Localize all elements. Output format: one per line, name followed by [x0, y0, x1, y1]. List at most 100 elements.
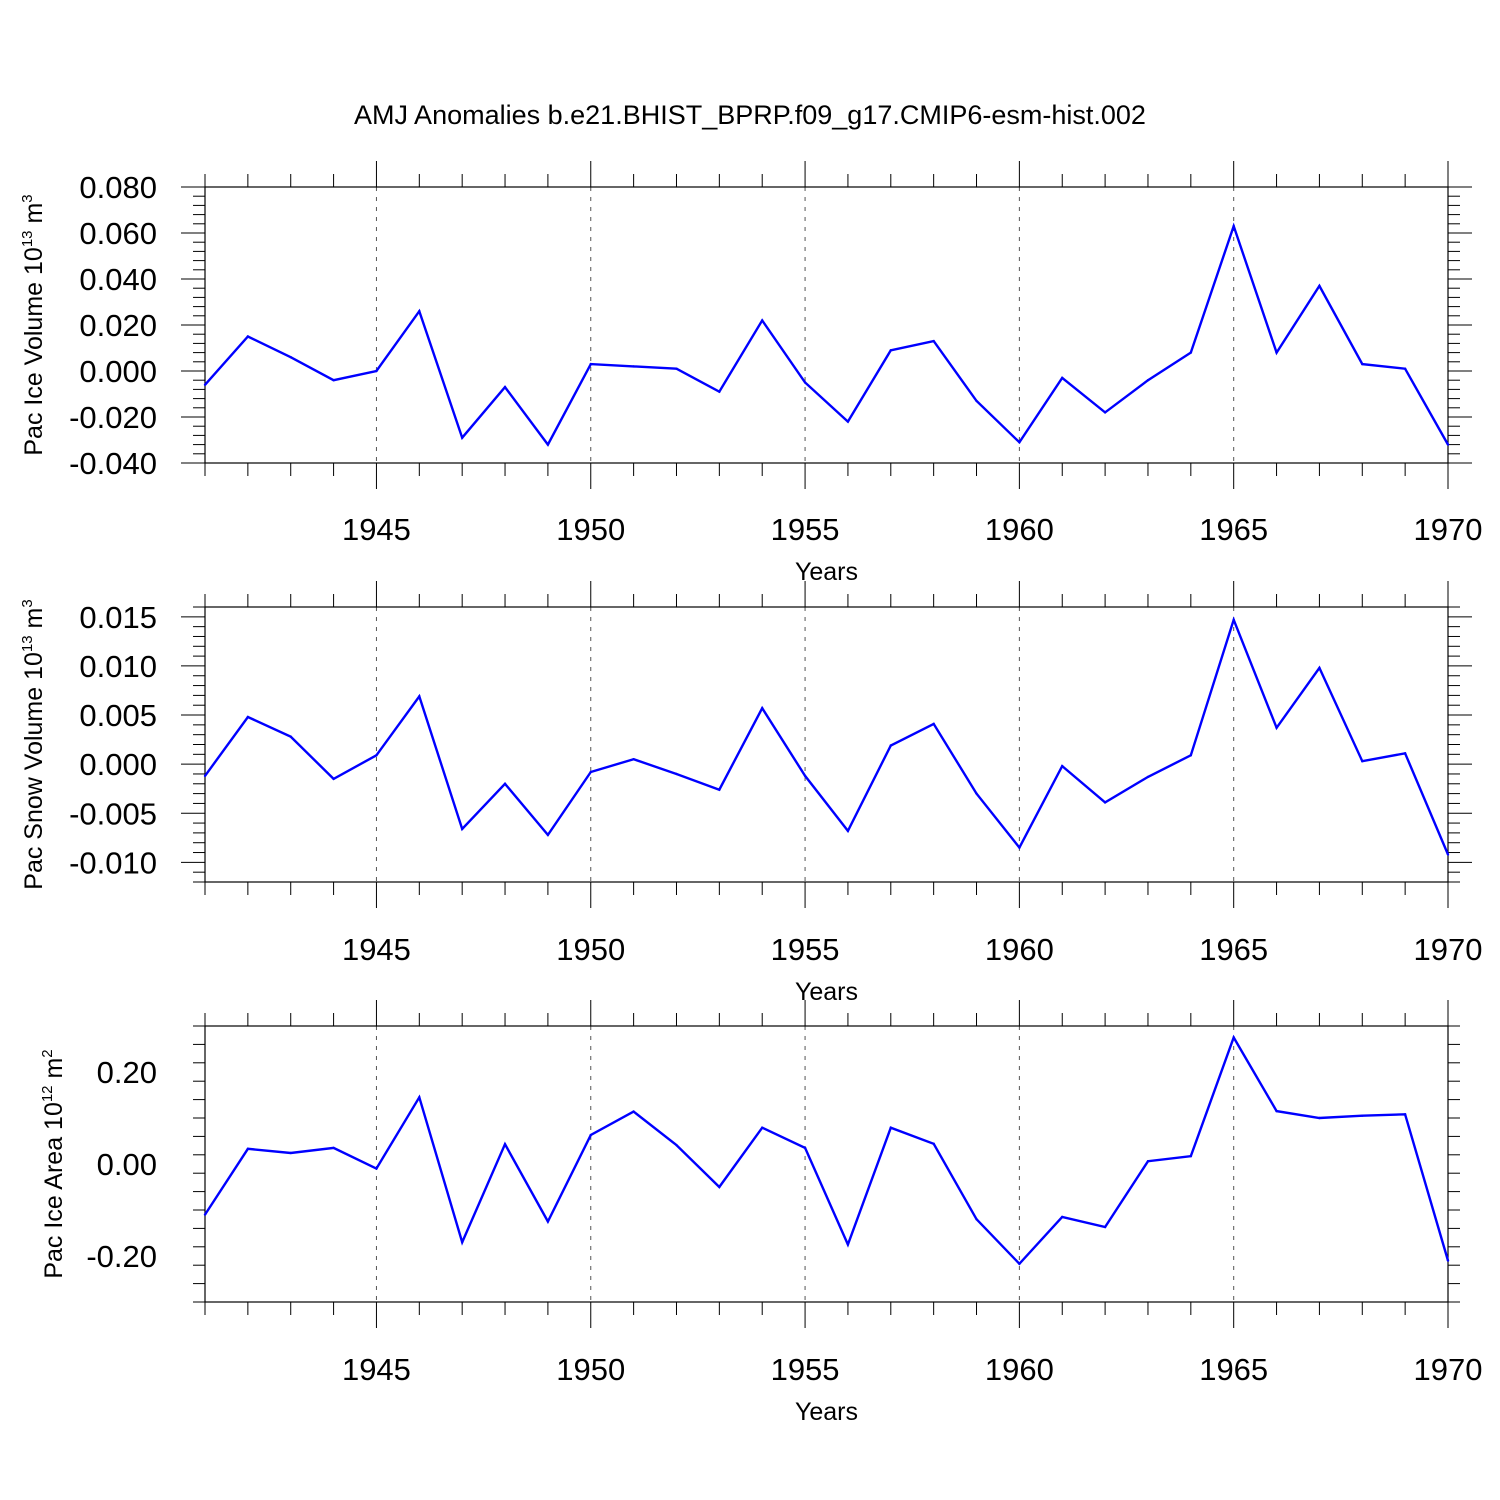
data-point	[761, 706, 764, 710]
data-point	[803, 381, 807, 384]
data-point	[1361, 362, 1364, 366]
data-point	[418, 695, 421, 698]
data-point	[1018, 1262, 1021, 1266]
data-point	[889, 744, 892, 747]
x-tick-label: 1960	[985, 1352, 1054, 1387]
y-tick-label: -0.005	[69, 796, 157, 831]
data-point	[203, 383, 207, 386]
data-point	[1061, 764, 1064, 768]
data-point	[675, 1143, 678, 1147]
x-tick-label: 1950	[556, 1352, 625, 1387]
x-tick-label: 1950	[556, 932, 625, 967]
data-point	[503, 782, 507, 785]
data-point	[546, 833, 550, 837]
data-point	[503, 385, 507, 389]
x-axis-label: Years	[795, 1398, 858, 1426]
y-axis-label: Pac Ice Volume 1013 m3	[19, 194, 48, 455]
x-axis-label: Years	[795, 558, 858, 586]
data-point	[975, 1218, 978, 1221]
data-point	[1103, 801, 1107, 804]
y-tick-label: 0.010	[79, 649, 157, 684]
data-point	[460, 1241, 464, 1244]
data-point	[1189, 1154, 1193, 1158]
data-point	[718, 390, 721, 393]
data-point	[289, 1151, 292, 1155]
data-point	[1232, 1036, 1235, 1039]
y-tick-label: -0.010	[69, 845, 157, 880]
data-point	[632, 365, 635, 368]
data-point	[975, 792, 978, 795]
plot-frame	[204, 606, 1449, 883]
x-tick-label: 1955	[771, 1352, 840, 1387]
y-tick-label: 0.20	[97, 1055, 157, 1090]
x-tick-label: 1945	[342, 932, 411, 967]
y-tick-label: 0.000	[79, 747, 157, 782]
y-tick-label: 0.020	[79, 308, 157, 343]
data-point	[1275, 726, 1278, 730]
data-point	[1361, 1114, 1364, 1117]
data-point	[546, 1220, 550, 1223]
data-point	[375, 754, 378, 757]
data-point	[1232, 224, 1235, 228]
data-point	[589, 1133, 592, 1137]
data-point	[975, 399, 978, 403]
y-tick-label: 0.000	[79, 354, 157, 389]
x-axis-label: Years	[795, 978, 858, 1006]
data-point	[375, 369, 378, 373]
data-point	[1146, 1160, 1150, 1163]
plot-frame	[204, 1025, 1449, 1303]
plot-frame	[204, 186, 1449, 464]
data-point	[1275, 1109, 1278, 1113]
data-point	[546, 443, 550, 446]
data-point	[503, 1143, 507, 1146]
data-point	[803, 1146, 807, 1150]
data-point	[589, 770, 592, 774]
data-point	[932, 722, 935, 726]
data-point	[1361, 759, 1364, 763]
y-axis-label: Pac Snow Volume 1013 m3	[19, 599, 48, 889]
x-tick-label: 1955	[771, 932, 840, 967]
data-point	[1232, 618, 1235, 621]
data-point	[460, 436, 464, 439]
data-point	[761, 319, 764, 322]
series-line	[203, 1034, 1450, 1266]
data-point	[1018, 846, 1021, 849]
data-point	[418, 1096, 421, 1099]
data-point	[332, 1146, 335, 1150]
x-tick-label: 1945	[342, 1352, 411, 1387]
data-point	[289, 356, 292, 359]
data-point	[718, 788, 721, 791]
data-point	[1103, 1225, 1107, 1229]
y-tick-label: 0.015	[79, 600, 157, 635]
data-point	[1403, 752, 1407, 755]
data-point	[932, 339, 935, 343]
data-point	[675, 367, 678, 370]
data-point	[1061, 376, 1064, 380]
data-point	[289, 735, 292, 738]
data-point	[1146, 379, 1150, 382]
series-line	[204, 616, 1450, 855]
data-point	[803, 774, 807, 778]
data-point	[1446, 443, 1450, 446]
x-tick-label: 1970	[1414, 932, 1483, 967]
x-tick-label: 1960	[985, 512, 1054, 547]
x-tick-label: 1945	[342, 512, 411, 547]
chart-panels: 0.080 0.060 0.040 0.020 0.000 -0.020 -0.040 194…	[19, 161, 1482, 1426]
data-point	[246, 715, 250, 719]
data-point	[460, 827, 464, 831]
data-point	[889, 349, 892, 352]
data-point	[1061, 1215, 1064, 1219]
x-tick-label: 1960	[985, 932, 1054, 967]
data-point	[675, 772, 678, 776]
data-point	[1318, 1116, 1321, 1120]
data-point	[203, 774, 207, 778]
y-tick-label: 0.005	[79, 698, 157, 733]
x-tick-label: 1950	[556, 512, 625, 547]
x-tick-label: 1965	[1199, 512, 1268, 547]
x-tick-label: 1970	[1414, 512, 1483, 547]
y-tick-label: 0.060	[79, 216, 157, 251]
data-point	[632, 758, 635, 761]
data-point	[1318, 284, 1321, 288]
x-tick-label: 1955	[771, 512, 840, 547]
